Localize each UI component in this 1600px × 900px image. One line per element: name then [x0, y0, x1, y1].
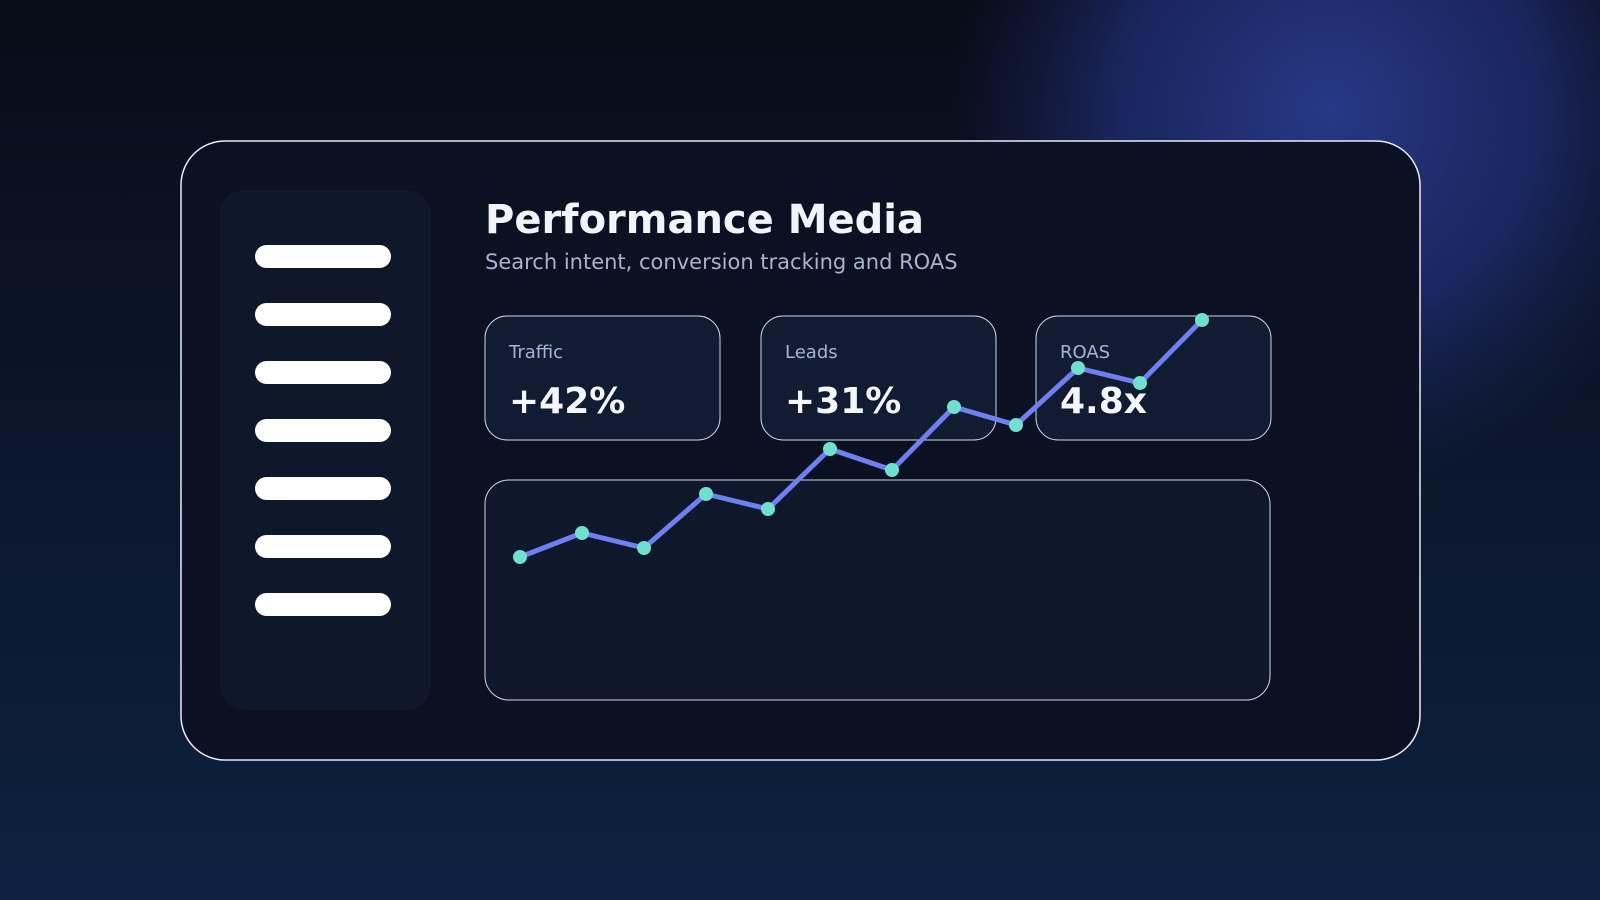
sidebar-item[interactable]	[255, 245, 391, 268]
data-point	[761, 502, 775, 516]
kpi-card	[484, 315, 721, 441]
kpi-label: ROAS	[1060, 342, 1110, 363]
data-point	[637, 541, 651, 555]
trend-line	[517, 317, 1205, 560]
sidebar-items	[255, 245, 391, 616]
kpi-label: Traffic	[508, 342, 563, 363]
page-title: Performance Media	[485, 197, 924, 243]
kpi-label: Leads	[785, 342, 838, 363]
data-point	[1133, 376, 1147, 390]
data-point	[1071, 361, 1085, 375]
page-subtitle: Search intent, conversion tracking and R…	[485, 250, 958, 274]
chart-panel	[484, 479, 1271, 701]
kpi-value: +42%	[509, 381, 625, 422]
data-point	[1009, 418, 1023, 432]
data-point	[885, 463, 899, 477]
sidebar-item[interactable]	[255, 303, 391, 326]
kpi-card	[1035, 315, 1272, 441]
kpi-value: 4.8x	[1060, 381, 1147, 422]
data-point	[513, 550, 527, 564]
sidebar-item[interactable]	[255, 593, 391, 616]
kpi-card	[760, 315, 997, 441]
data-point	[699, 487, 713, 501]
data-point	[823, 442, 837, 456]
kpi-value: +31%	[785, 381, 901, 422]
sidebar-item[interactable]	[255, 477, 391, 500]
sidebar-item[interactable]	[255, 419, 391, 442]
data-point	[1195, 313, 1209, 327]
data-point	[947, 400, 961, 414]
kpi-row: Traffic +42% Leads +31% ROAS 4.8x	[484, 315, 1272, 441]
sidebar-item[interactable]	[255, 361, 391, 384]
sidebar-item[interactable]	[255, 535, 391, 558]
data-point	[575, 526, 589, 540]
chart	[513, 313, 1209, 564]
